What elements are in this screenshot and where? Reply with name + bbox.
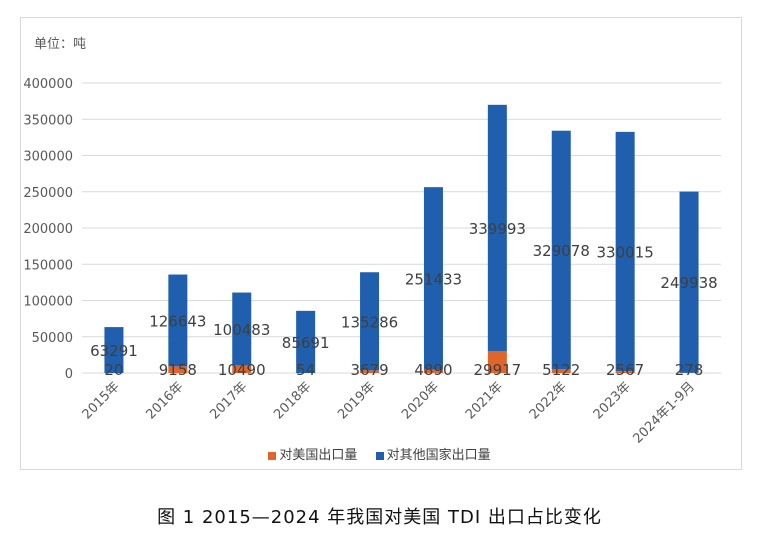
bar-other-0 bbox=[104, 327, 124, 373]
data-label-us-3: 54 bbox=[296, 361, 315, 379]
y-tick-label-5: 250000 bbox=[23, 186, 73, 201]
bar-other-5 bbox=[423, 187, 443, 370]
y-tick-label-6: 300000 bbox=[23, 150, 73, 165]
legend: 对美国出口量 对其他国家出口量 bbox=[0, 444, 759, 463]
bar-other-2 bbox=[232, 292, 252, 366]
x-tick-label-3: 2018年 bbox=[271, 379, 314, 422]
x-tick-label-8: 2023年 bbox=[591, 379, 634, 422]
y-tick-label-8: 400000 bbox=[23, 77, 73, 92]
bar-us-1 bbox=[168, 366, 188, 373]
x-tick-label-6: 2021年 bbox=[463, 379, 506, 422]
unit-label: 单位：吨 bbox=[34, 37, 87, 52]
bar-other-1 bbox=[168, 274, 188, 367]
bar-other-8 bbox=[615, 131, 635, 372]
y-tick-label-3: 150000 bbox=[23, 258, 73, 273]
x-tick-label-4: 2019年 bbox=[335, 379, 378, 422]
legend-item-other: 对其他国家出口量 bbox=[375, 444, 491, 463]
x-tick-label-7: 2022年 bbox=[527, 379, 570, 422]
bar-other-3 bbox=[296, 310, 316, 373]
y-tick-label-7: 350000 bbox=[23, 113, 73, 128]
bar-us-5 bbox=[423, 369, 443, 373]
data-label-other-9: 249938 bbox=[660, 274, 717, 292]
y-tick-label-1: 50000 bbox=[32, 331, 73, 346]
chart-svg: 0 50000 100000 150000 200000 250000 300000 3500… bbox=[23, 77, 721, 447]
x-tick-label-2: 2017年 bbox=[207, 379, 250, 422]
legend-swatch-us bbox=[268, 451, 277, 460]
legend-swatch-other bbox=[375, 451, 384, 460]
bar-other-4 bbox=[360, 272, 380, 371]
y-tick-label-2: 100000 bbox=[23, 295, 73, 310]
data-label-other-0: 63291 bbox=[90, 342, 138, 360]
x-tick-label-9: 2024年1-9月 bbox=[630, 379, 697, 446]
x-tick-label-5: 2020年 bbox=[399, 379, 442, 422]
bar-us-8 bbox=[615, 371, 635, 373]
data-label-other-6: 339993 bbox=[469, 220, 526, 238]
y-tick-label-4: 200000 bbox=[23, 222, 73, 237]
bar-us-6 bbox=[487, 351, 507, 373]
bar-other-7 bbox=[551, 130, 571, 370]
data-label-us-6: 29917 bbox=[473, 361, 521, 379]
chart-frame: 0 50000 100000 150000 200000 250000 300000 3500… bbox=[20, 17, 742, 470]
data-label-other-4: 135286 bbox=[341, 313, 398, 331]
data-label-us-1: 9158 bbox=[159, 361, 197, 379]
data-label-us-9: 278 bbox=[675, 361, 704, 379]
data-label-other-8: 330015 bbox=[597, 244, 654, 262]
bar-other-6 bbox=[487, 104, 507, 352]
legend-label-us: 对美国出口量 bbox=[279, 448, 358, 463]
bar-other-9 bbox=[679, 191, 699, 373]
data-label-us-4: 3679 bbox=[350, 361, 388, 379]
data-label-other-7: 329078 bbox=[533, 242, 590, 260]
data-label-us-7: 5122 bbox=[542, 361, 580, 379]
data-label-us-5: 4890 bbox=[414, 361, 452, 379]
data-label-us-0: 20 bbox=[104, 361, 123, 379]
bar-us-2 bbox=[232, 365, 252, 373]
bar-us-7 bbox=[551, 369, 571, 373]
data-label-other-5: 251433 bbox=[405, 270, 462, 288]
data-label-other-2: 100483 bbox=[213, 321, 270, 339]
data-label-other-3: 85691 bbox=[282, 334, 330, 352]
figure-caption: 图 1 2015—2024 年我国对美国 TDI 出口占比变化 bbox=[157, 507, 602, 528]
data-label-us-8: 2567 bbox=[606, 361, 644, 379]
data-label-other-1: 126643 bbox=[149, 312, 206, 330]
x-tick-label-0: 2015年 bbox=[80, 379, 123, 422]
data-label-us-2: 10490 bbox=[218, 361, 266, 379]
bar-us-4 bbox=[360, 370, 380, 373]
legend-item-us: 对美国出口量 bbox=[268, 444, 357, 463]
x-tick-label-1: 2016年 bbox=[143, 379, 186, 422]
legend-label-other: 对其他国家出口量 bbox=[386, 448, 491, 463]
y-tick-label-0: 0 bbox=[65, 367, 73, 382]
